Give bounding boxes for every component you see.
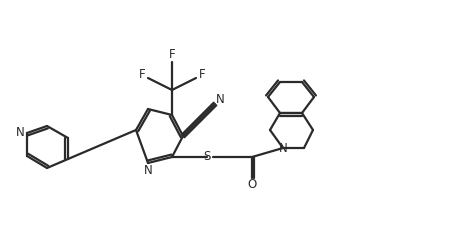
Text: N: N bbox=[215, 93, 224, 106]
Text: N: N bbox=[278, 142, 287, 155]
Text: S: S bbox=[203, 151, 210, 164]
Text: F: F bbox=[168, 49, 175, 61]
Text: O: O bbox=[247, 179, 256, 191]
Text: N: N bbox=[16, 127, 24, 140]
Text: F: F bbox=[198, 68, 205, 81]
Text: N: N bbox=[143, 164, 152, 176]
Text: F: F bbox=[138, 68, 145, 81]
